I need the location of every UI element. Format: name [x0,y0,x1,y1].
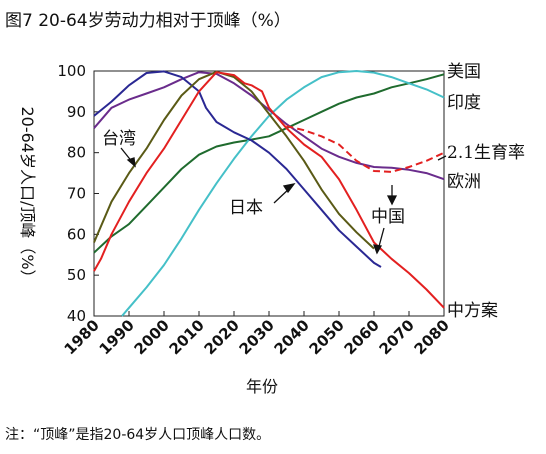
y-tick-label: 100 [57,62,86,80]
x-tick-label: 1990 [96,316,138,358]
series-line [93,70,382,268]
label-fertility: 2.1生育率 [447,143,525,163]
series-lines [93,70,445,317]
x-tick-label: 2040 [271,316,313,358]
label-taiwan: 台湾 [102,129,136,149]
annotation-arrows [120,147,447,255]
y-axis-label: 20-64岁人口/顶峰（%） [18,106,37,285]
x-axis-ticks: 1980199020002010202020302040205020602070… [61,311,453,358]
x-tick-label: 2060 [341,316,383,358]
y-tick-label: 40 [67,307,86,325]
x-tick-label: 2020 [201,316,243,358]
y-tick-label: 90 [67,103,86,121]
x-tick-label: 2080 [411,316,453,358]
label-europe: 欧洲 [447,172,481,192]
arrowhead-china [373,244,383,255]
label-usa: 美国 [447,62,481,82]
arrowhead-japan [282,183,296,194]
chart-note: 注：“顶峰”是指20-64岁人口顶峰人口数。 [5,427,271,443]
y-tick-label: 50 [67,266,86,284]
series-line [286,125,445,173]
x-tick-label: 2050 [306,316,348,358]
series-line [121,70,445,317]
series-line [93,73,445,254]
arrowhead-fertility [386,195,398,206]
arrowhead-taiwan [126,157,136,168]
label-china: 中国 [371,207,405,227]
series-line [93,71,445,181]
label-japan: 日本 [229,198,263,218]
label-india: 印度 [447,93,481,113]
chart-title: 图7 20-64岁劳动力相对于顶峰（%） [5,11,291,31]
label-medium-scenario: 中方案 [447,301,498,321]
y-tick-label: 80 [67,144,86,162]
y-tick-label: 70 [67,185,86,203]
x-tick-label: 2030 [236,316,278,358]
x-axis-label: 年份 [246,377,278,396]
x-tick-label: 2070 [376,316,418,358]
x-tick-label: 2000 [131,316,173,358]
y-axis-ticks: 40 50 60 70 80 90 100 [57,62,99,325]
y-tick-label: 60 [67,225,86,243]
x-tick-label: 2010 [166,316,208,358]
arrow-fertility-label [437,155,447,161]
series-line [93,70,375,250]
